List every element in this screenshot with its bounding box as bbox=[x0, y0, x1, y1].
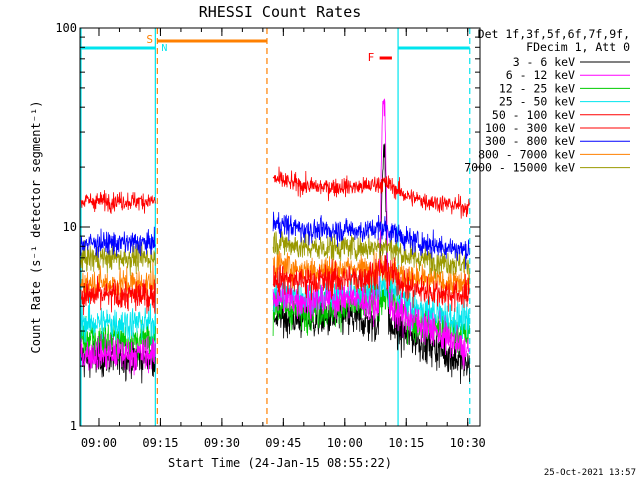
legend-label: 7000 - 15000 keV bbox=[464, 161, 575, 175]
legend: Det 1f,3f,5f,6f,7f,9f, FDecim 1, Att 0 3… bbox=[464, 27, 630, 175]
legend-label: 25 - 50 keV bbox=[499, 95, 575, 109]
x-tick-label: 10:00 bbox=[327, 436, 363, 450]
night-flag-label: N bbox=[161, 43, 167, 54]
y-tick-label: 1 bbox=[70, 419, 77, 433]
x-tick-label: 09:00 bbox=[81, 436, 117, 450]
legend-label: 50 - 100 keV bbox=[492, 108, 575, 122]
flare-flag-label: F bbox=[368, 51, 375, 64]
legend-label: 6 - 12 keV bbox=[506, 68, 575, 82]
y-tick-label: 100 bbox=[55, 21, 77, 35]
plot-area: SN F bbox=[80, 28, 471, 426]
x-tick-label: 09:45 bbox=[265, 436, 301, 450]
saa-flag-label: S bbox=[146, 33, 153, 46]
x-tick-label: 09:30 bbox=[204, 436, 240, 450]
legend-label: 12 - 25 keV bbox=[499, 81, 575, 95]
y-tick-label: 10 bbox=[63, 220, 77, 234]
y-axis-label: Count Rate (s⁻¹ detector segment⁻¹) bbox=[29, 101, 43, 354]
legend-header-line-2: FDecim 1, Att 0 bbox=[526, 40, 630, 54]
chart-title: RHESSI Count Rates bbox=[199, 3, 362, 21]
x-axis-label: Start Time (24-Jan-15 08:55:22) bbox=[168, 456, 392, 470]
x-tick-label: 10:30 bbox=[450, 436, 486, 450]
x-tick-label: 09:15 bbox=[142, 436, 178, 450]
series-line-100-300kev bbox=[80, 166, 470, 219]
legend-label: 100 - 300 keV bbox=[485, 121, 575, 135]
series-line-6-12kev bbox=[80, 98, 470, 376]
legend-header-line-1: Det 1f,3f,5f,6f,7f,9f, bbox=[478, 27, 630, 41]
timestamp: 25-Oct-2021 13:57 bbox=[544, 468, 636, 478]
axes: 09:00 09:15 09:30 09:45 10:00 10:15 10:30 1 10 10… bbox=[55, 21, 485, 450]
x-tick-label: 10:15 bbox=[388, 436, 424, 450]
series-line-50-100kev bbox=[80, 255, 470, 316]
legend-label: 300 - 800 keV bbox=[485, 134, 575, 148]
legend-label: 800 - 7000 keV bbox=[478, 147, 575, 161]
series-line-300-800kev bbox=[80, 211, 470, 270]
legend-label: 3 - 6 keV bbox=[513, 55, 575, 69]
